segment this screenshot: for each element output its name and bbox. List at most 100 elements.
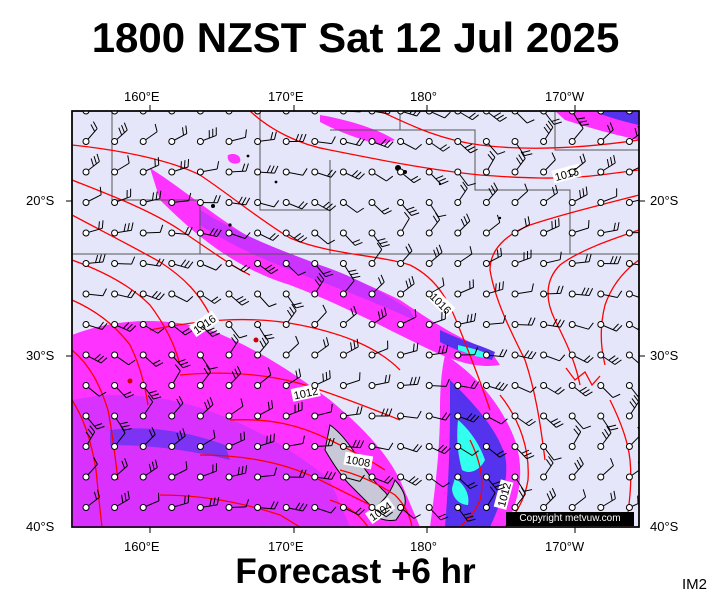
wind-barb bbox=[225, 260, 251, 273]
wind-barb bbox=[254, 501, 279, 511]
wind-barb bbox=[511, 443, 535, 460]
wind-barb bbox=[196, 396, 214, 420]
wind-barb bbox=[425, 138, 451, 152]
wind-barb bbox=[425, 344, 449, 359]
map-code: IM2 bbox=[681, 576, 707, 593]
wind-barb bbox=[311, 437, 335, 450]
wind-barb bbox=[254, 334, 269, 359]
wind-barb bbox=[511, 138, 533, 157]
wind-barb bbox=[168, 226, 193, 237]
wind-barb bbox=[254, 400, 274, 420]
wind-barb bbox=[625, 394, 639, 420]
isobars bbox=[72, 111, 639, 527]
wind-barb bbox=[511, 317, 536, 328]
wind-barb bbox=[625, 125, 639, 145]
wind-barb bbox=[139, 123, 158, 145]
wind-barb bbox=[540, 184, 559, 206]
wind-barb bbox=[368, 340, 389, 359]
wind-barb bbox=[482, 315, 506, 328]
wind-barb bbox=[139, 321, 165, 334]
wind-barb bbox=[482, 349, 508, 359]
wind-barb bbox=[625, 260, 639, 267]
wind-barb bbox=[339, 137, 365, 147]
wind-barb bbox=[111, 491, 130, 511]
wind-barb bbox=[225, 431, 246, 450]
wind-barb bbox=[540, 251, 562, 267]
wind-barb bbox=[597, 290, 623, 299]
wind-barb bbox=[82, 412, 105, 430]
wind-barb bbox=[625, 426, 639, 450]
wind-barb bbox=[368, 442, 394, 451]
wind-barb bbox=[540, 152, 556, 176]
wind-barb bbox=[82, 254, 106, 267]
wind-barb bbox=[540, 120, 554, 145]
wind-barb bbox=[368, 199, 392, 215]
wind-barb bbox=[311, 370, 331, 389]
wind-barb bbox=[282, 368, 302, 389]
wind-barb bbox=[540, 487, 557, 511]
wind-barb bbox=[196, 463, 217, 481]
wind-barb bbox=[568, 382, 593, 397]
wind-barb bbox=[225, 129, 247, 145]
wind-barb bbox=[568, 153, 586, 176]
wind-barb bbox=[254, 290, 277, 308]
wind-barb bbox=[454, 246, 473, 267]
wind-barb bbox=[111, 155, 130, 176]
wind-barb bbox=[225, 321, 248, 339]
wind-barb bbox=[311, 403, 333, 420]
wind-barb bbox=[82, 489, 101, 511]
wind-barb bbox=[196, 161, 220, 176]
wind-barb bbox=[311, 168, 337, 178]
wind-barb bbox=[225, 196, 251, 206]
lon-label-bottom-160e: 160°E bbox=[124, 539, 160, 554]
wind-barb bbox=[225, 163, 249, 176]
wind-barb bbox=[511, 249, 532, 267]
wind-barb bbox=[597, 122, 614, 145]
wind-barb bbox=[196, 195, 221, 206]
lat-label-right-40s: 40°S bbox=[650, 519, 679, 534]
wind-barb bbox=[311, 471, 336, 481]
isobar-labels: 1016 1016 1016 1012 1008 bbox=[188, 163, 582, 525]
wind-barb bbox=[425, 168, 449, 185]
wind-barb bbox=[168, 351, 191, 369]
wind-barb bbox=[82, 153, 100, 176]
wind-barb bbox=[168, 428, 186, 450]
wind-barb bbox=[196, 496, 220, 511]
wind-barb bbox=[196, 127, 217, 145]
wind-barb bbox=[282, 303, 297, 328]
wind-barb bbox=[511, 216, 531, 237]
wind-barb bbox=[196, 321, 220, 337]
wind-barb bbox=[368, 504, 394, 518]
lon-label-top-170w: 170°W bbox=[545, 89, 585, 104]
wind-barb bbox=[540, 351, 566, 362]
wind-barb bbox=[311, 337, 330, 359]
wind-barb bbox=[111, 382, 134, 399]
wind-barb bbox=[368, 473, 394, 484]
wind-barb bbox=[111, 122, 128, 145]
wind-barb bbox=[282, 435, 305, 450]
wind-barb bbox=[568, 489, 587, 511]
wind-barb bbox=[311, 504, 337, 514]
wind-barb bbox=[625, 199, 639, 206]
wind-barb bbox=[597, 256, 622, 267]
wind-barb bbox=[454, 181, 468, 206]
wind-barb bbox=[597, 490, 616, 511]
wind-barb bbox=[540, 443, 562, 461]
wind-barb bbox=[454, 138, 478, 154]
wind-barb bbox=[511, 487, 526, 511]
wind-barb bbox=[597, 412, 619, 431]
wind-barb bbox=[139, 426, 156, 450]
wind-barb bbox=[282, 260, 306, 276]
wind-barb bbox=[82, 288, 107, 298]
wind-barb bbox=[111, 412, 132, 431]
wind-barb bbox=[568, 425, 582, 450]
wind-barb bbox=[425, 443, 451, 455]
wind-barb bbox=[168, 461, 188, 481]
lon-label-bottom-170e: 170°E bbox=[268, 539, 304, 554]
wind-barb bbox=[82, 457, 98, 481]
wind-barb bbox=[339, 229, 363, 246]
wind-barb bbox=[454, 279, 474, 298]
wind-barb bbox=[311, 136, 336, 145]
wind-barb bbox=[482, 150, 496, 176]
